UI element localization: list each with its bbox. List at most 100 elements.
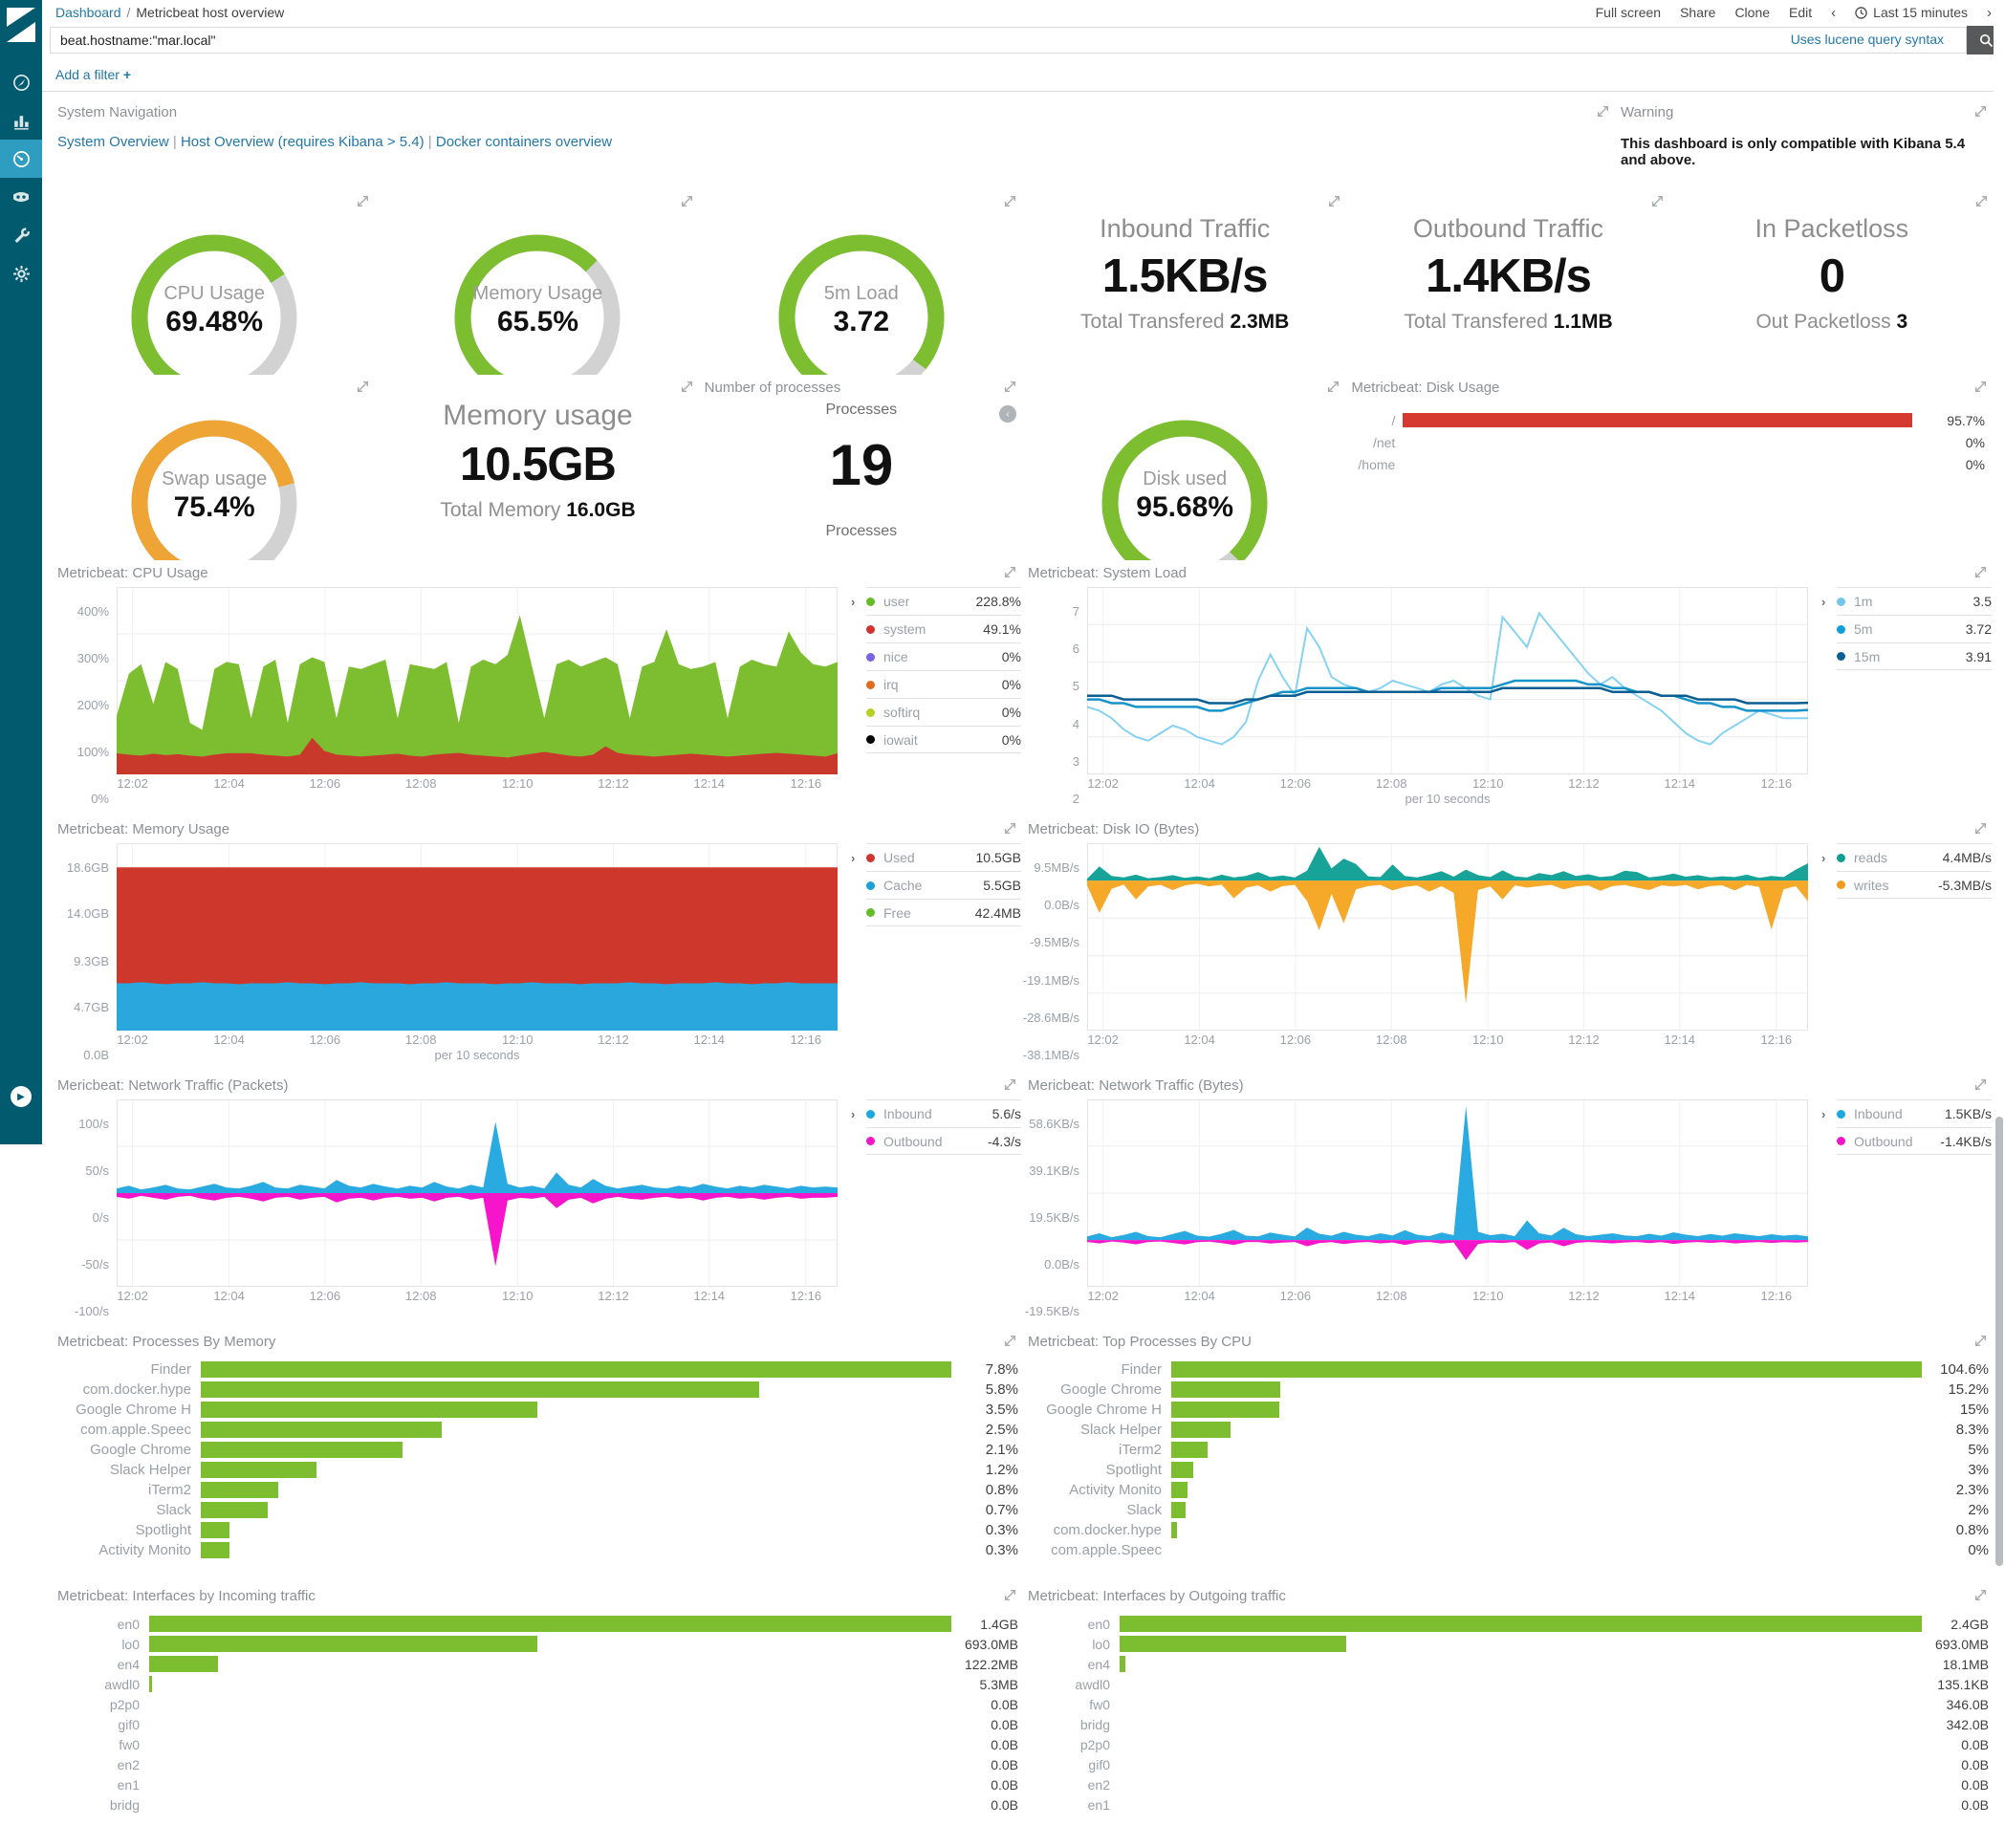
- dashboard-icon[interactable]: [0, 140, 42, 178]
- management-icon[interactable]: [0, 254, 42, 293]
- expand-icon[interactable]: [1973, 1334, 1989, 1349]
- nav-link-system-overview[interactable]: System Overview: [57, 134, 169, 150]
- legend-color-dot: [1837, 1137, 1845, 1145]
- kibana-logo[interactable]: [0, 0, 42, 50]
- legend-item[interactable]: Inbound 1.5KB/s: [1837, 1099, 1992, 1127]
- expand-icon[interactable]: [1650, 194, 1666, 209]
- legend-collapse-icon[interactable]: ›: [851, 851, 856, 865]
- add-filter-button[interactable]: Add a filter +: [55, 66, 132, 82]
- x-axis-tick: 12:12: [1568, 1033, 1600, 1047]
- expand-icon[interactable]: [1596, 104, 1611, 120]
- edit-button[interactable]: Edit: [1789, 5, 1813, 20]
- legend-item[interactable]: system 49.1%: [866, 615, 1021, 642]
- bar-value: 7.8%: [985, 1361, 1018, 1378]
- legend-collapse-icon[interactable]: ›: [1821, 595, 1826, 609]
- expand-icon[interactable]: [356, 380, 371, 395]
- expand-icon[interactable]: [1326, 194, 1341, 209]
- legend-item[interactable]: Outbound -1.4KB/s: [1837, 1127, 1992, 1155]
- legend-collapse-icon[interactable]: ›: [1821, 1107, 1826, 1121]
- legend-item[interactable]: 15m 3.91: [1837, 642, 1992, 670]
- time-picker[interactable]: Last 15 minutes: [1855, 5, 1968, 20]
- disk-usage-bar: [1403, 413, 1913, 427]
- bar-label: en4: [117, 1656, 140, 1672]
- expand-icon[interactable]: [356, 194, 371, 209]
- bar-row: bridg 0.0B: [57, 1794, 1018, 1815]
- legend-collapse-icon[interactable]: ›: [851, 595, 856, 609]
- dev-tools-icon[interactable]: [0, 216, 42, 254]
- timelion-icon[interactable]: [0, 178, 42, 216]
- scrollbar-track[interactable]: [1994, 0, 2005, 1848]
- clone-button[interactable]: Clone: [1734, 5, 1771, 20]
- legend-collapse-icon[interactable]: ›: [1821, 851, 1826, 865]
- metric-sub-value: 3: [1896, 311, 1908, 333]
- legend-collapse-icon[interactable]: ›: [851, 1107, 856, 1121]
- expand-icon[interactable]: [1973, 380, 1989, 395]
- legend-item[interactable]: writes -5.3MB/s: [1837, 871, 1992, 899]
- expand-icon[interactable]: [1003, 194, 1018, 209]
- expand-icon[interactable]: [1973, 821, 1989, 837]
- expand-icon[interactable]: [1003, 380, 1018, 395]
- chart-legend: user 228.8% › system 49.1% nice 0% irq 0% softirq…: [851, 587, 1021, 774]
- metric-title: Inbound Traffic: [1100, 214, 1271, 243]
- bar-label: awdl0: [104, 1676, 140, 1692]
- y-axis-tick: 39.1KB/s: [1029, 1163, 1079, 1178]
- panel-interfaces-outgoing: Metricbeat: Interfaces by Outgoing traff…: [1028, 1583, 1989, 1813]
- legend-item[interactable]: Cache 5.5GB: [866, 871, 1021, 899]
- legend-label: Outbound: [883, 1133, 943, 1149]
- expand-icon[interactable]: [1003, 1077, 1018, 1093]
- expand-icon[interactable]: [680, 380, 695, 395]
- expand-icon[interactable]: [1326, 380, 1341, 395]
- sidebar-collapse-button[interactable]: ▶: [11, 1086, 32, 1107]
- y-axis-tick: 200%: [76, 698, 109, 712]
- metric-value: 10.5GB: [460, 439, 617, 490]
- bar-value: 8.3%: [1955, 1422, 1989, 1438]
- scrollbar-thumb[interactable]: [1995, 1117, 2003, 1566]
- expand-icon[interactable]: [1003, 1588, 1018, 1603]
- breadcrumb-dashboard-link[interactable]: Dashboard: [55, 5, 121, 20]
- query-bar: Uses lucene query syntax: [42, 25, 2005, 55]
- legend-item[interactable]: Used 10.5GB: [866, 843, 1021, 871]
- expand-icon[interactable]: [1003, 1334, 1018, 1349]
- legend-item[interactable]: Outbound -4.3/s: [866, 1127, 1021, 1155]
- nav-link-docker-overview[interactable]: Docker containers overview: [435, 134, 613, 150]
- time-forward-chevron[interactable]: ›: [1987, 4, 1992, 21]
- x-axis-tick: 12:08: [404, 776, 437, 791]
- expand-icon[interactable]: [1973, 194, 1989, 209]
- expand-icon[interactable]: [1003, 821, 1018, 837]
- bar: [1171, 1442, 1208, 1458]
- expand-icon[interactable]: [1973, 1588, 1989, 1603]
- bar-value: 693.0MB: [964, 1636, 1018, 1652]
- expand-icon[interactable]: [1003, 565, 1018, 580]
- legend-item[interactable]: nice 0%: [866, 642, 1021, 670]
- x-axis-tick: 12:08: [404, 1033, 437, 1047]
- legend-item[interactable]: reads 4.4MB/s: [1837, 843, 1992, 871]
- expand-icon[interactable]: [1973, 104, 1989, 120]
- expand-icon[interactable]: [680, 194, 695, 209]
- visualize-icon[interactable]: [0, 101, 42, 140]
- legend-item[interactable]: Free 42.4MB: [866, 899, 1021, 926]
- x-axis: 12:02 12:04 12:06 12:08 12:10 12:12 12:14 12:16: [1087, 1031, 1989, 1048]
- time-back-chevron[interactable]: ‹: [1831, 4, 1837, 21]
- bar-track: [1171, 1482, 1922, 1498]
- legend-item[interactable]: 5m 3.72: [1837, 615, 1992, 642]
- filter-bar: Add a filter +: [42, 57, 2005, 92]
- nav-link-host-overview[interactable]: Host Overview (requires Kibana > 5.4): [180, 134, 425, 150]
- legend-item[interactable]: irq 0%: [866, 670, 1021, 698]
- expand-icon[interactable]: [1973, 565, 1989, 580]
- legend-value: 5.6/s: [992, 1106, 1021, 1121]
- expand-icon[interactable]: [1973, 1077, 1989, 1093]
- query-input[interactable]: [50, 27, 1967, 54]
- discover-icon[interactable]: [0, 63, 42, 101]
- legend-item[interactable]: Inbound 5.6/s: [866, 1099, 1021, 1127]
- full-screen-button[interactable]: Full screen: [1595, 5, 1662, 20]
- x-axis-tick: 12:10: [1471, 776, 1504, 791]
- legend-item[interactable]: softirq 0%: [866, 698, 1021, 726]
- legend-item[interactable]: iowait 0%: [866, 726, 1021, 753]
- lucene-syntax-link[interactable]: Uses lucene query syntax: [1782, 32, 1951, 47]
- share-button[interactable]: Share: [1680, 5, 1716, 20]
- legend-item[interactable]: 1m 3.5: [1837, 587, 1992, 615]
- legend-item[interactable]: user 228.8%: [866, 587, 1021, 615]
- legend-toggle-icon[interactable]: ‹: [999, 405, 1016, 423]
- metric-title: Outbound Traffic: [1412, 214, 1604, 243]
- bar-label: en1: [1087, 1796, 1110, 1813]
